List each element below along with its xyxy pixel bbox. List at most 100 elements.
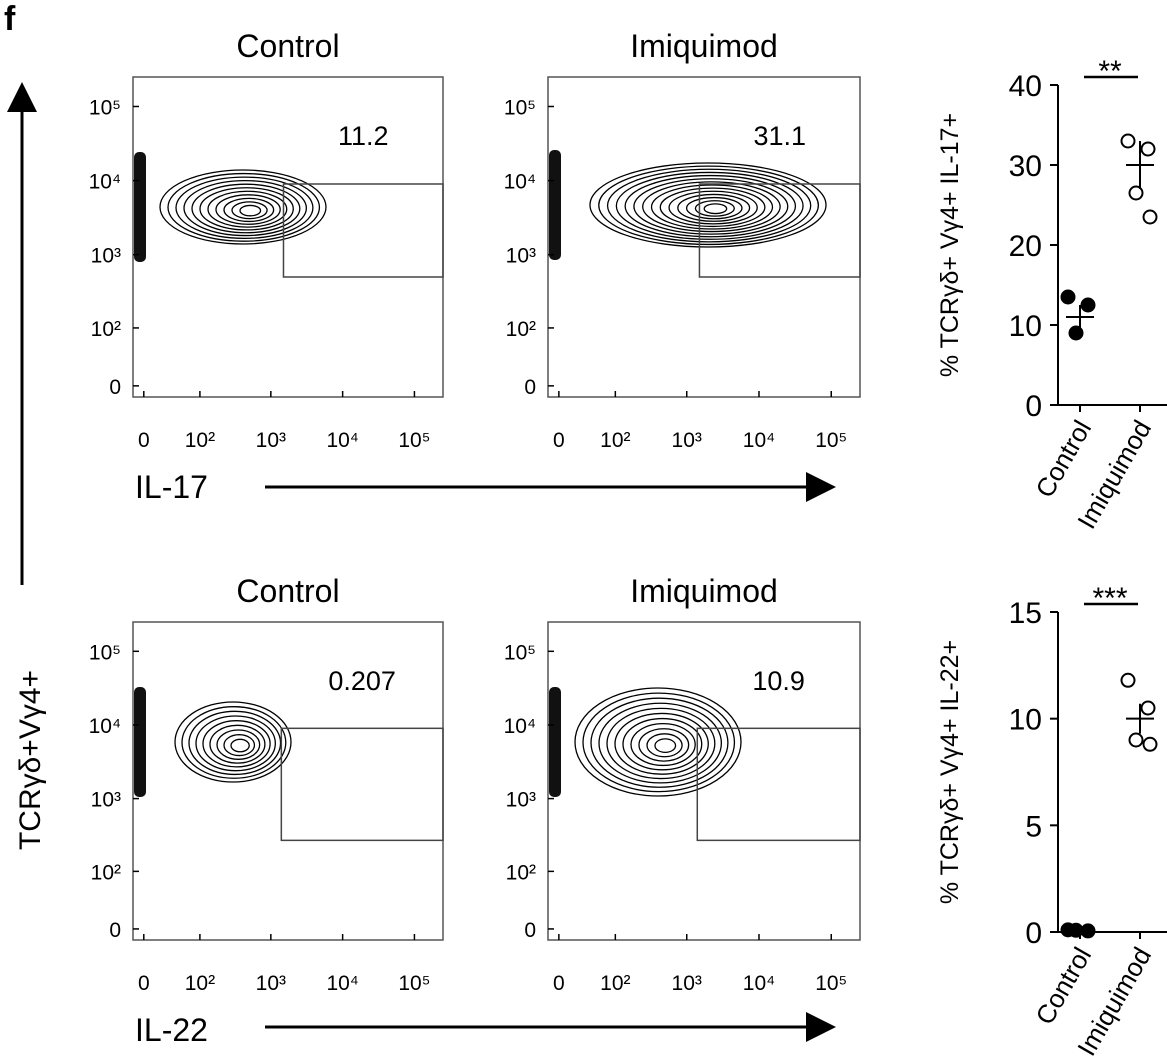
contour (646, 733, 683, 758)
contour (659, 187, 766, 228)
contour (598, 702, 723, 784)
x-tick-label: 0 (138, 429, 150, 452)
y-tick-label: 40 (1009, 70, 1042, 103)
x-tick-label: 0 (553, 972, 565, 995)
data-point (1142, 209, 1158, 225)
data-point (1080, 297, 1096, 313)
y-tick-label: 0 (109, 919, 121, 942)
y-tick-label: 10 (1009, 704, 1042, 737)
data-point (1068, 325, 1084, 341)
y-axis-label: % TCRγδ+ Vγ4+ IL-17+ (936, 113, 964, 377)
contour (167, 172, 321, 242)
data-point (1060, 289, 1076, 305)
x-tick-label: 10² (185, 429, 215, 452)
y-tick-label: 10 (1009, 310, 1042, 343)
gate-percent: 31.1 (753, 121, 806, 151)
data-point (1120, 133, 1136, 149)
y-tick-label: 5 (1025, 810, 1042, 843)
data-point (1120, 672, 1136, 688)
x-axis-label: IL-22 (135, 1012, 208, 1048)
contours (589, 162, 827, 248)
contour (191, 183, 301, 234)
x-tick-label: 10³ (256, 972, 286, 995)
x-tick-label: 10² (600, 429, 630, 452)
y-tick-label: 10⁴ (89, 171, 121, 194)
y-tick-label: 10⁴ (504, 171, 536, 194)
contour (624, 174, 797, 238)
contours (159, 169, 327, 245)
data-point (1128, 732, 1144, 748)
x-tick-label: 10³ (672, 972, 702, 995)
contour (209, 724, 266, 764)
x-tick-label: 10⁴ (743, 972, 775, 995)
y-tick-label: 0 (1025, 917, 1042, 950)
data-point (1142, 736, 1158, 752)
contour (677, 193, 751, 222)
y-tick-label: 10³ (506, 789, 536, 812)
gate (696, 727, 861, 842)
y-tick-label: 10⁵ (89, 96, 121, 119)
data-point (1140, 700, 1156, 716)
contour (159, 169, 327, 245)
gate (698, 183, 861, 278)
x-tick-label: 10⁵ (398, 972, 430, 995)
significance-label: *** (1092, 582, 1127, 615)
y-tick-label: 20 (1009, 230, 1042, 263)
x-tick-label: Control (1029, 942, 1097, 1030)
contour (703, 203, 728, 215)
x-tick-label: Control (1029, 415, 1097, 503)
contour (685, 196, 743, 220)
plot-title: Control (236, 573, 339, 609)
contour (615, 171, 804, 240)
plot-title: Control (236, 28, 339, 64)
x-tick-label: 10⁵ (398, 429, 430, 452)
contour (215, 194, 281, 225)
x-tick-label: 0 (553, 429, 565, 452)
contour (175, 176, 314, 240)
contour (195, 715, 276, 772)
y-tick-label: 10² (506, 861, 536, 884)
contour (216, 729, 261, 760)
event-spike (134, 687, 146, 797)
contour (239, 204, 262, 217)
contour (223, 197, 275, 223)
contour (633, 178, 789, 235)
x-tick-label: 10³ (256, 429, 286, 452)
y-tick-label: 10² (506, 318, 536, 341)
contour (188, 710, 282, 776)
y-tick-label: 10³ (506, 245, 536, 268)
contour (202, 720, 271, 768)
y-tick-label: 10⁴ (504, 715, 536, 738)
contour (694, 200, 735, 217)
contour (231, 201, 268, 220)
contour (574, 687, 742, 797)
contour (614, 712, 709, 775)
y-axis-label: % TCRγδ+ Vγ4+ IL-22+ (936, 640, 964, 904)
y-tick-label: 10³ (91, 245, 121, 268)
contour (223, 734, 256, 757)
plot-title: Imiquimod (630, 573, 778, 609)
y-tick-label: 0 (109, 376, 121, 399)
event-spike (549, 687, 561, 797)
contour (606, 168, 812, 243)
contours (174, 701, 292, 783)
contour (590, 697, 729, 788)
y-tick-label: 0 (1025, 390, 1042, 423)
x-tick-label: 10⁴ (743, 429, 775, 452)
gate-percent: 0.207 (328, 666, 396, 696)
x-tick-label: 0 (138, 972, 150, 995)
gate-percent: 11.2 (338, 121, 389, 151)
contour (230, 738, 250, 753)
data-point (1140, 141, 1156, 157)
contour (582, 692, 736, 793)
contour (642, 181, 781, 233)
plot-title: Imiquimod (630, 28, 778, 64)
x-tick-label: 10⁴ (326, 972, 358, 995)
y-tick-label: 30 (1009, 150, 1042, 183)
y-tick-label: 10² (91, 318, 121, 341)
y-tick-label: 0 (524, 376, 536, 399)
contour (638, 728, 690, 762)
contour (622, 717, 703, 771)
contour (606, 707, 716, 780)
x-axis-label: IL-17 (135, 469, 208, 505)
